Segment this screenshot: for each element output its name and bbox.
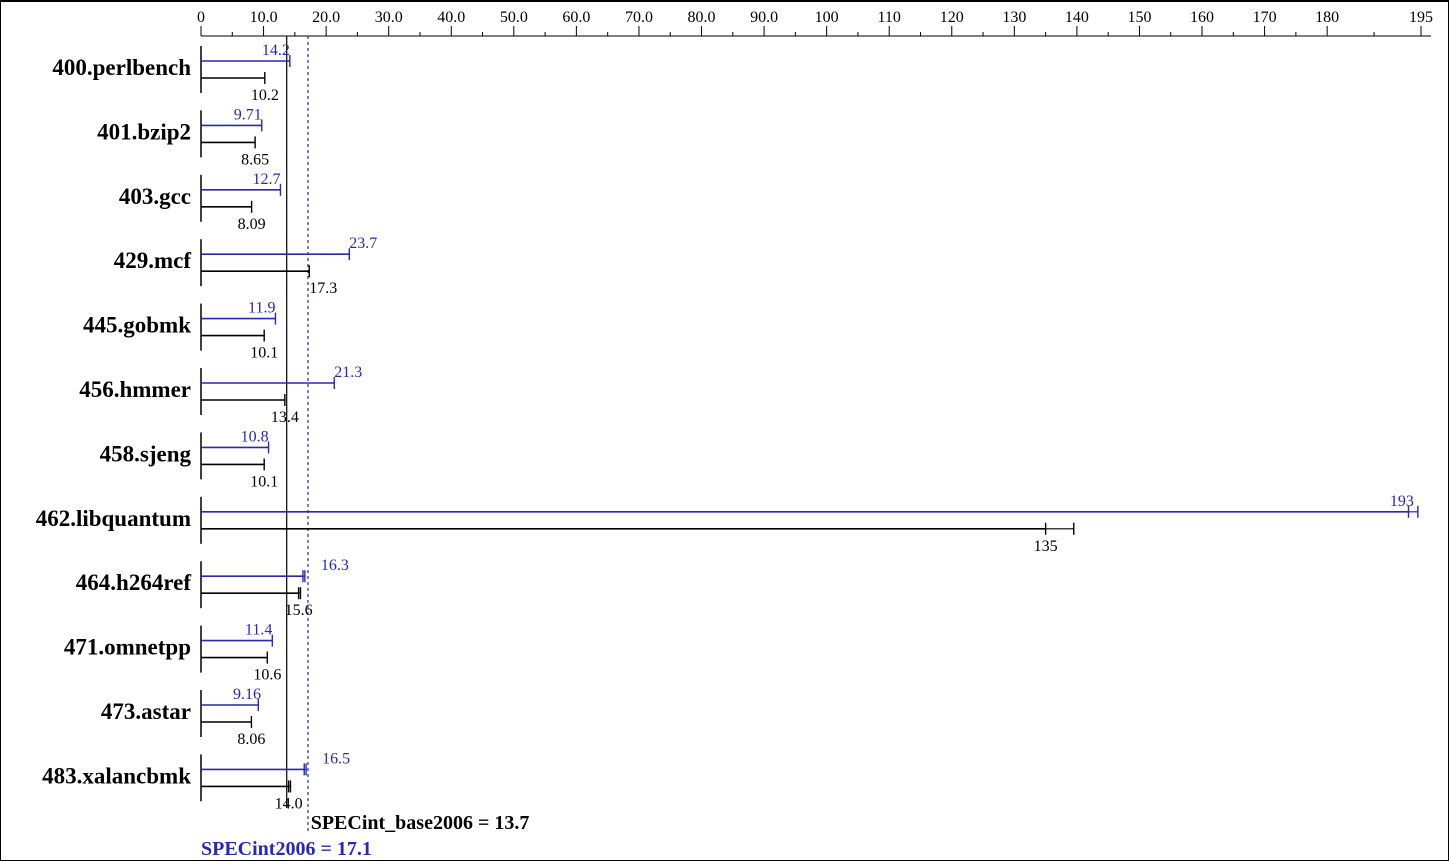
base-value-label: 10.1 (250, 345, 278, 362)
peak-value-label: 11.9 (248, 300, 275, 317)
base-value-label: 17.3 (309, 280, 337, 297)
peak-value-label: 9.71 (234, 106, 262, 123)
x-tick-label: 180 (1315, 9, 1339, 26)
base-value-label: 8.09 (238, 216, 266, 233)
benchmark-label: 458.sjeng (100, 441, 192, 466)
x-tick-label: 150 (1127, 9, 1151, 26)
x-tick-label: 30.0 (375, 9, 403, 26)
base-value-label: 10.6 (253, 667, 281, 684)
base-value-label: 14.0 (275, 795, 303, 812)
peak-value-label: 10.8 (241, 428, 269, 445)
x-tick-label: 20.0 (312, 9, 340, 26)
benchmark-label: 445.gobmk (83, 313, 191, 338)
benchmark-label: 483.xalancbmk (42, 763, 191, 788)
x-tick-label: 70.0 (625, 9, 653, 26)
x-tick-label: 100 (815, 9, 839, 26)
peak-value-label: 193 (1390, 493, 1414, 510)
x-tick-label: 195 (1409, 9, 1433, 26)
peak-summary-label: SPECint2006 = 17.1 (201, 838, 372, 860)
base-value-label: 13.4 (271, 409, 299, 426)
x-tick-label: 80.0 (688, 9, 716, 26)
base-value-label: 8.06 (237, 731, 265, 748)
x-tick-label: 0 (197, 9, 205, 26)
base-value-label: 135 (1034, 538, 1058, 555)
x-tick-label: 10.0 (250, 9, 278, 26)
benchmark-label: 473.astar (101, 699, 191, 724)
peak-value-label: 9.16 (233, 686, 261, 703)
benchmark-label: 464.h264ref (76, 570, 192, 595)
x-tick-label: 140 (1065, 9, 1089, 26)
peak-value-label: 16.3 (321, 557, 349, 574)
base-value-label: 8.65 (241, 151, 269, 168)
base-summary-label: SPECint_base2006 = 13.7 (311, 812, 530, 834)
peak-value-label: 16.5 (322, 750, 350, 767)
peak-value-label: 23.7 (349, 235, 377, 252)
x-tick-label: 170 (1253, 9, 1277, 26)
benchmark-label: 456.hmmer (79, 377, 191, 402)
x-tick-label: 110 (878, 9, 901, 26)
base-value-label: 15.6 (285, 602, 313, 619)
benchmark-label: 462.libquantum (36, 506, 191, 531)
benchmark-label: 400.perlbench (52, 55, 191, 80)
x-tick-label: 160 (1190, 9, 1214, 26)
x-tick-label: 120 (940, 9, 964, 26)
benchmark-label: 403.gcc (119, 184, 191, 209)
peak-value-label: 11.4 (245, 622, 272, 639)
benchmark-label: 471.omnetpp (64, 635, 191, 660)
x-tick-label: 90.0 (750, 9, 778, 26)
x-tick-label: 50.0 (500, 9, 528, 26)
benchmark-label: 429.mcf (114, 248, 192, 273)
peak-value-label: 14.2 (262, 42, 290, 59)
x-tick-label: 60.0 (562, 9, 590, 26)
benchmark-label: 401.bzip2 (97, 119, 191, 144)
base-value-label: 10.2 (251, 87, 279, 104)
x-tick-label: 130 (1002, 9, 1026, 26)
base-value-label: 10.1 (250, 473, 278, 490)
peak-value-label: 12.7 (252, 171, 280, 188)
x-tick-label: 40.0 (437, 9, 465, 26)
peak-value-label: 21.3 (334, 364, 362, 381)
